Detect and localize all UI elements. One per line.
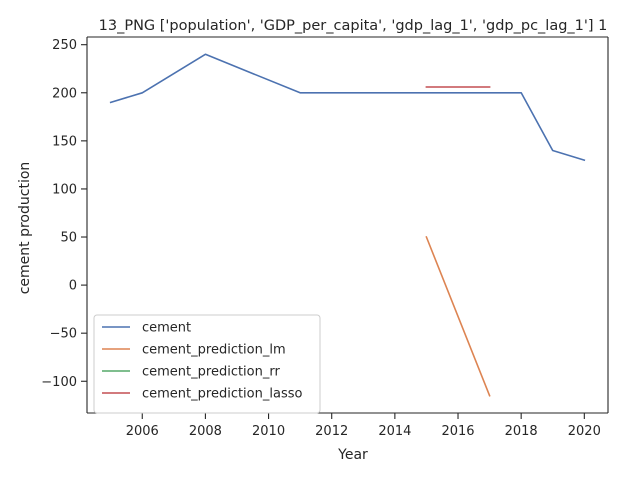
x-tick-label-2020: 2020 — [568, 424, 601, 439]
y-tick-label-150: 150 — [52, 134, 77, 149]
y-tick-label--50: −50 — [50, 327, 77, 342]
x-tick-label-2010: 2010 — [252, 424, 285, 439]
legend-label-2: cement_prediction_rr — [142, 365, 280, 380]
legend: cement cement_prediction_lm cement_predict… — [93, 314, 321, 414]
x-tick-label-2016: 2016 — [441, 424, 474, 439]
plot-area: 2006 2008 2010 2012 2014 2016 2018 2020 −100 −50 0… — [41, 36, 609, 439]
y-tick-label--100: −100 — [41, 375, 77, 390]
series-line-0 — [109, 53, 586, 162]
y-tick-label-250: 250 — [52, 38, 77, 53]
chart-title: 13_PNG ['population', 'GDP_per_capita', … — [99, 18, 608, 34]
x-tick-label-2014: 2014 — [378, 424, 411, 439]
legend-label-3: cement_prediction_lasso — [142, 387, 302, 402]
x-tick-label-2018: 2018 — [505, 424, 538, 439]
x-axis-label: Year — [337, 447, 368, 463]
legend-label-1: cement_prediction_lm — [142, 343, 286, 358]
legend-box — [93, 314, 321, 414]
y-tick-label-200: 200 — [52, 86, 77, 101]
y-tick-label-100: 100 — [52, 182, 77, 197]
x-tick-label-2008: 2008 — [189, 424, 222, 439]
y-tick-label-0: 0 — [69, 279, 77, 294]
legend-label-0: cement — [142, 321, 191, 336]
series-line-1 — [425, 235, 491, 397]
x-tick-label-2006: 2006 — [126, 424, 159, 439]
y-tick-label-50: 50 — [60, 231, 77, 246]
x-tick-label-2012: 2012 — [315, 424, 348, 439]
y-axis-label: cement production — [17, 162, 33, 295]
